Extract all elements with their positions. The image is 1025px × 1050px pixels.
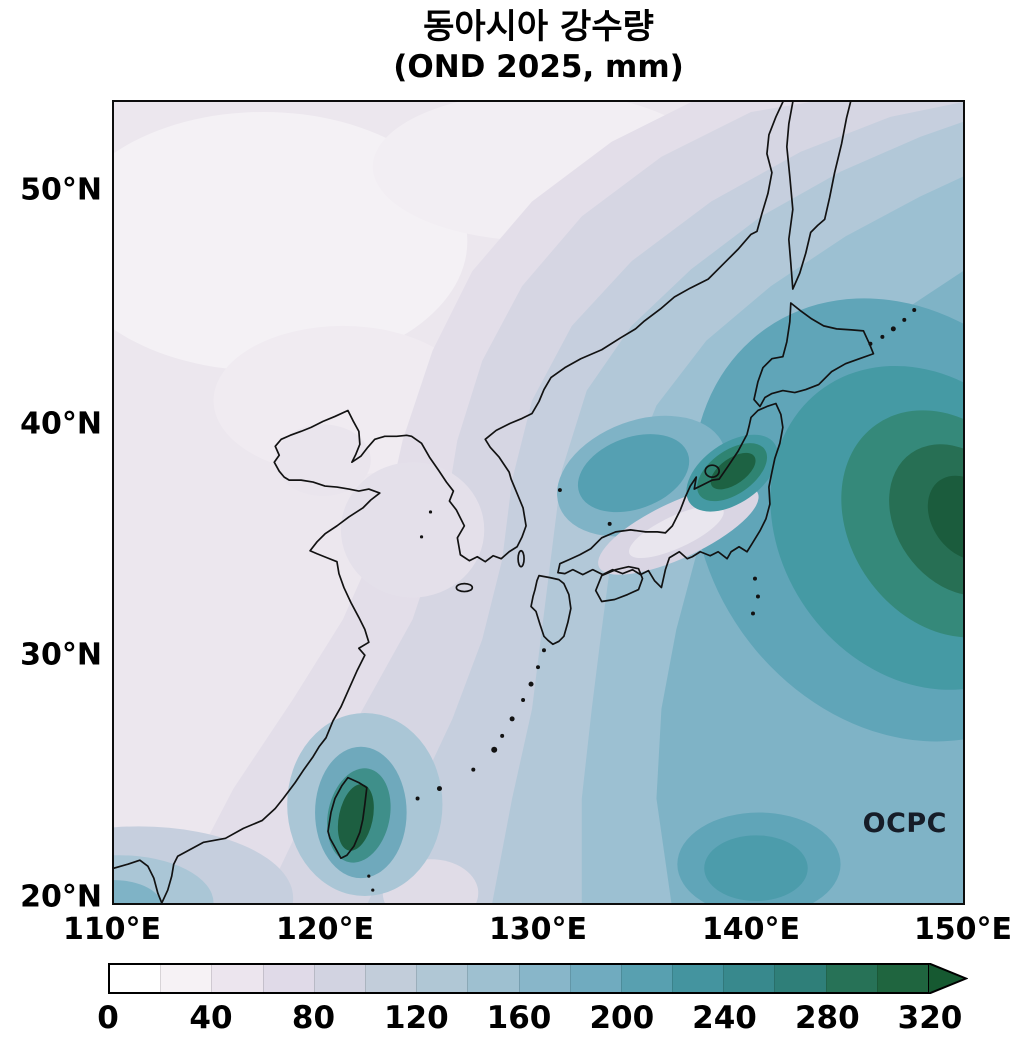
coastline-shikoku <box>594 565 644 603</box>
colorbar-segment <box>416 965 468 992</box>
cbar-tick-240: 240 <box>692 1000 757 1036</box>
colorbar-segment <box>110 965 161 992</box>
cbar-tick-160: 160 <box>486 1000 552 1036</box>
lon-tick-110e: 110°E <box>62 912 162 947</box>
chart-subtitle: (OND 2025, mm) <box>393 48 684 85</box>
colorbar <box>108 963 930 994</box>
colorbar-segment <box>262 965 314 992</box>
coastline-hokkaido <box>753 302 875 408</box>
colorbar-segment <box>672 965 724 992</box>
colorbar-segment <box>876 965 928 992</box>
watermark-ocpc: OCPC <box>862 808 947 839</box>
cbar-tick-320: 320 <box>897 1000 963 1036</box>
coastline-honshu <box>557 402 784 589</box>
precipitation-contour-map <box>114 102 963 903</box>
colorbar-segment <box>160 965 212 992</box>
coastlines <box>114 102 875 903</box>
coastline-mainland-asia <box>114 102 784 903</box>
colorbar-segment <box>313 965 365 992</box>
colorbar-segment <box>364 965 417 992</box>
cbar-tick-200: 200 <box>589 1000 655 1036</box>
title-block: 동아시아 강수량 (OND 2025, mm) <box>112 6 965 86</box>
cbar-tick-280: 280 <box>794 1000 860 1036</box>
map-plot: OCPC <box>112 100 965 905</box>
cbar-tick-0: 0 <box>97 1000 119 1036</box>
small-islands <box>367 307 917 892</box>
lat-tick-40n: 40°N <box>20 406 102 442</box>
lon-tick-140e: 140°E <box>701 912 801 947</box>
cbar-tick-40: 40 <box>189 1000 233 1036</box>
cbar-tick-120: 120 <box>383 1000 449 1036</box>
lon-tick-130e: 130°E <box>488 912 588 947</box>
colorbar-segment <box>211 965 263 992</box>
colorbar-segment <box>569 965 621 992</box>
coastline-kyushu <box>530 574 572 646</box>
colorbar-extend-arrow <box>928 963 968 994</box>
coastline-jeju <box>455 582 474 593</box>
lat-tick-20n: 20°N <box>20 879 102 915</box>
lon-tick-150e: 150°E <box>913 912 1013 947</box>
colorbar-segment <box>825 965 877 992</box>
contour-fills <box>114 102 963 903</box>
chart-title: 동아시아 강수량 <box>423 7 654 47</box>
lat-tick-50n: 50°N <box>20 172 102 208</box>
colorbar-segment <box>774 965 826 992</box>
colorbar-segment <box>518 965 570 992</box>
lat-tick-30n: 30°N <box>20 637 102 673</box>
coastline-taiwan <box>327 776 368 860</box>
colorbar-segment <box>467 965 519 992</box>
coastline-sado <box>704 464 720 478</box>
lon-tick-120e: 120°E <box>275 912 375 947</box>
coastline-tsushima <box>517 549 525 568</box>
coastline-sakhalin <box>785 102 852 290</box>
colorbar-segment <box>723 965 775 992</box>
colorbar-segment <box>620 965 673 992</box>
cbar-tick-80: 80 <box>291 1000 336 1036</box>
